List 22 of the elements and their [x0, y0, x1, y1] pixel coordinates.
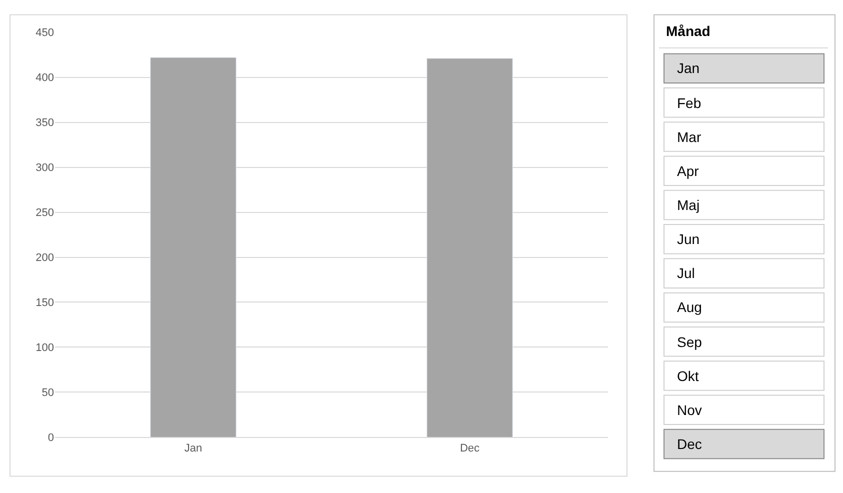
y-tick-label: 450 [36, 27, 54, 40]
y-tick-label: 300 [36, 162, 54, 174]
category-label: Mar [677, 129, 702, 145]
y-tick-label: 200 [36, 252, 54, 264]
y-tick-label: 0 [48, 432, 54, 444]
category-label: Okt [677, 368, 699, 384]
y-tick-label: 50 [42, 387, 54, 400]
category-label: Aug [677, 299, 702, 315]
y-tick-label: 100 [36, 342, 54, 354]
y-tick-label: 250 [36, 207, 54, 220]
category-label: Maj [677, 197, 700, 213]
category-label: Sep [677, 334, 702, 350]
y-tick-label: 400 [36, 72, 54, 84]
y-tick-label: 150 [36, 297, 54, 310]
category-label: Jun [677, 231, 700, 247]
text: Månad [666, 23, 710, 39]
category-label: Jan [677, 60, 700, 76]
category-label: Nov [677, 402, 702, 418]
y-tick-label: 350 [36, 117, 54, 130]
category-label: Feb [677, 95, 702, 111]
category-label: Apr [677, 163, 700, 179]
category-label: Jul [677, 265, 695, 281]
